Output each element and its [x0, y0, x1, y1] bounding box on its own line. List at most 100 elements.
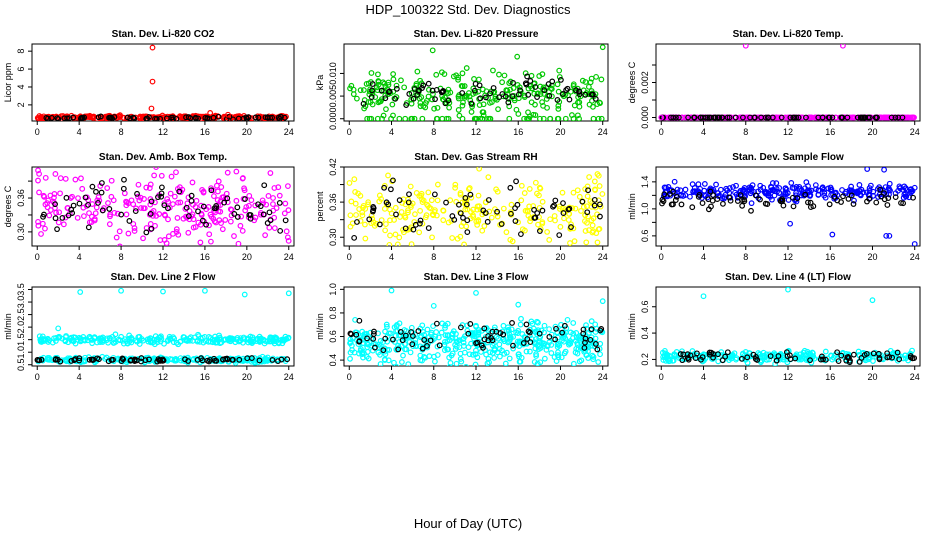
y-tick-label: 0.8 [328, 307, 338, 320]
data-point [475, 88, 482, 95]
data-point [476, 82, 483, 89]
data-point [235, 115, 242, 121]
data-point [197, 239, 204, 246]
data-point [225, 111, 231, 118]
data-point [118, 211, 125, 218]
data-point [472, 115, 479, 121]
x-tick-label: 16 [513, 252, 523, 262]
data-point [213, 357, 220, 364]
data-point [35, 177, 41, 184]
data-point [459, 115, 466, 121]
data-point [484, 360, 491, 366]
data-point [107, 211, 114, 218]
data-point [137, 194, 144, 201]
data-point [189, 179, 196, 186]
data-point [409, 341, 416, 348]
data-point [596, 183, 603, 189]
data-point [390, 71, 397, 77]
y-tick-label: 0.5 [16, 358, 26, 371]
data-point [221, 199, 228, 206]
data-point [677, 351, 684, 357]
data-point [395, 346, 402, 353]
data-point [466, 185, 473, 191]
data-point [555, 88, 562, 95]
data-point [682, 114, 688, 121]
data-point [753, 353, 759, 360]
data-point [851, 197, 857, 204]
data-point [706, 349, 713, 356]
data-point [685, 114, 691, 121]
data-point [109, 115, 116, 121]
data-point [710, 354, 716, 361]
data-point [597, 351, 603, 358]
data-point [525, 91, 532, 98]
data-point [258, 114, 265, 121]
data-point [159, 357, 166, 364]
panel-pressure: Stan. Dev. Li-820 Pressure kPa 0 4 8 12 16 20 24… [315, 29, 609, 137]
data-point [365, 199, 372, 206]
data-point [660, 198, 667, 205]
data-point [467, 191, 474, 198]
data-point [114, 210, 121, 217]
data-point [210, 114, 217, 121]
data-point [94, 355, 101, 362]
data-point [186, 216, 193, 223]
data-point [748, 207, 754, 214]
data-point [506, 115, 513, 121]
data-point [505, 326, 512, 333]
data-point [594, 239, 601, 246]
x-tick-label: 12 [471, 252, 481, 262]
data-point [158, 184, 165, 191]
data-point [471, 76, 477, 82]
data-point [410, 333, 416, 339]
data-point [784, 114, 791, 121]
data-point [362, 221, 368, 228]
data-point [839, 349, 846, 356]
data-point [464, 217, 471, 224]
data-point [417, 77, 424, 84]
data-point [550, 203, 556, 210]
data-point [768, 187, 774, 194]
data-point [276, 199, 283, 206]
data-point [894, 349, 901, 356]
data-point [723, 185, 730, 192]
data-point [173, 226, 180, 233]
data-point [558, 354, 565, 361]
data-point [554, 341, 561, 348]
y-axis-label: kPa [315, 75, 325, 91]
data-point [518, 197, 525, 204]
y-axis-label: ml/min [315, 313, 325, 340]
data-point [71, 357, 78, 364]
data-point [438, 69, 445, 76]
data-point [165, 205, 171, 212]
data-point [576, 115, 582, 121]
data-point [888, 114, 895, 121]
points [347, 287, 606, 366]
y-axis-label: ml/min [3, 313, 13, 340]
data-point [468, 100, 475, 107]
data-point [568, 224, 574, 230]
data-point [567, 240, 573, 246]
data-point [78, 115, 84, 121]
data-point [346, 180, 353, 186]
data-point [70, 114, 77, 121]
data-point [857, 192, 864, 199]
data-point [557, 223, 564, 230]
data-point [261, 115, 268, 121]
data-point [167, 336, 174, 343]
data-point [412, 337, 419, 343]
x-tick-label: 20 [242, 252, 252, 262]
data-point [186, 335, 193, 342]
data-point [576, 88, 582, 95]
data-point [494, 208, 501, 215]
y-tick-label: 1.0 [640, 203, 650, 216]
data-point [126, 338, 133, 345]
y-tick-label: 2.0 [16, 321, 26, 334]
data-point [364, 335, 370, 342]
data-point [817, 356, 824, 363]
panel-line3: Stan. Dev. Line 3 Flow ml/min 0 4 8 12 16 20 24 0… [315, 272, 609, 382]
data-point [517, 231, 524, 238]
data-point [282, 200, 289, 207]
data-point [351, 234, 358, 241]
data-point [74, 214, 81, 221]
